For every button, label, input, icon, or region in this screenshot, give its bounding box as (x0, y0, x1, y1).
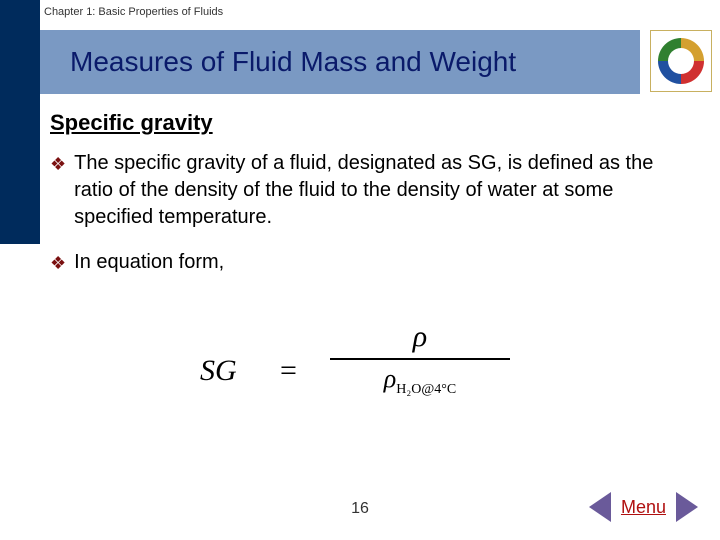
logo-icon (658, 38, 704, 84)
equation-numerator: ρ (330, 320, 510, 356)
bullet-item: ❖ The specific gravity of a fluid, desig… (50, 150, 690, 231)
bullet-text: The specific gravity of a fluid, designa… (74, 150, 690, 231)
bullet-text: In equation form, (74, 249, 224, 276)
page-title: Measures of Fluid Mass and Weight (70, 46, 516, 78)
diamond-bullet-icon: ❖ (50, 251, 66, 276)
content-area: Specific gravity ❖ The specific gravity … (50, 110, 690, 294)
top-left-accent (0, 0, 40, 30)
section-heading: Specific gravity (50, 110, 690, 136)
equation-denominator: ρH₂O@4°C (330, 362, 510, 398)
prev-arrow-icon[interactable] (589, 492, 611, 522)
denominator-symbol: ρ (384, 364, 396, 393)
denominator-subscript: H₂O@4°C (396, 382, 456, 397)
title-bar: Measures of Fluid Mass and Weight (0, 30, 720, 94)
equation-block: SG = ρ ρH₂O@4°C (200, 320, 520, 420)
title-main: Measures of Fluid Mass and Weight (40, 30, 640, 94)
next-arrow-icon[interactable] (676, 492, 698, 522)
equation-fraction: ρ ρH₂O@4°C (330, 320, 510, 398)
fraction-bar (330, 358, 510, 360)
institution-logo (650, 30, 712, 92)
bullet-item: ❖ In equation form, (50, 249, 690, 276)
page-number: 16 (351, 500, 369, 518)
equation-lhs: SG (200, 354, 237, 388)
title-left-accent (0, 30, 40, 94)
menu-link[interactable]: Menu (621, 497, 666, 518)
left-side-accent (0, 94, 40, 244)
nav-controls: Menu (589, 492, 698, 522)
chapter-label: Chapter 1: Basic Properties of Fluids (44, 6, 223, 18)
equation-equals: = (280, 354, 297, 388)
diamond-bullet-icon: ❖ (50, 152, 66, 231)
